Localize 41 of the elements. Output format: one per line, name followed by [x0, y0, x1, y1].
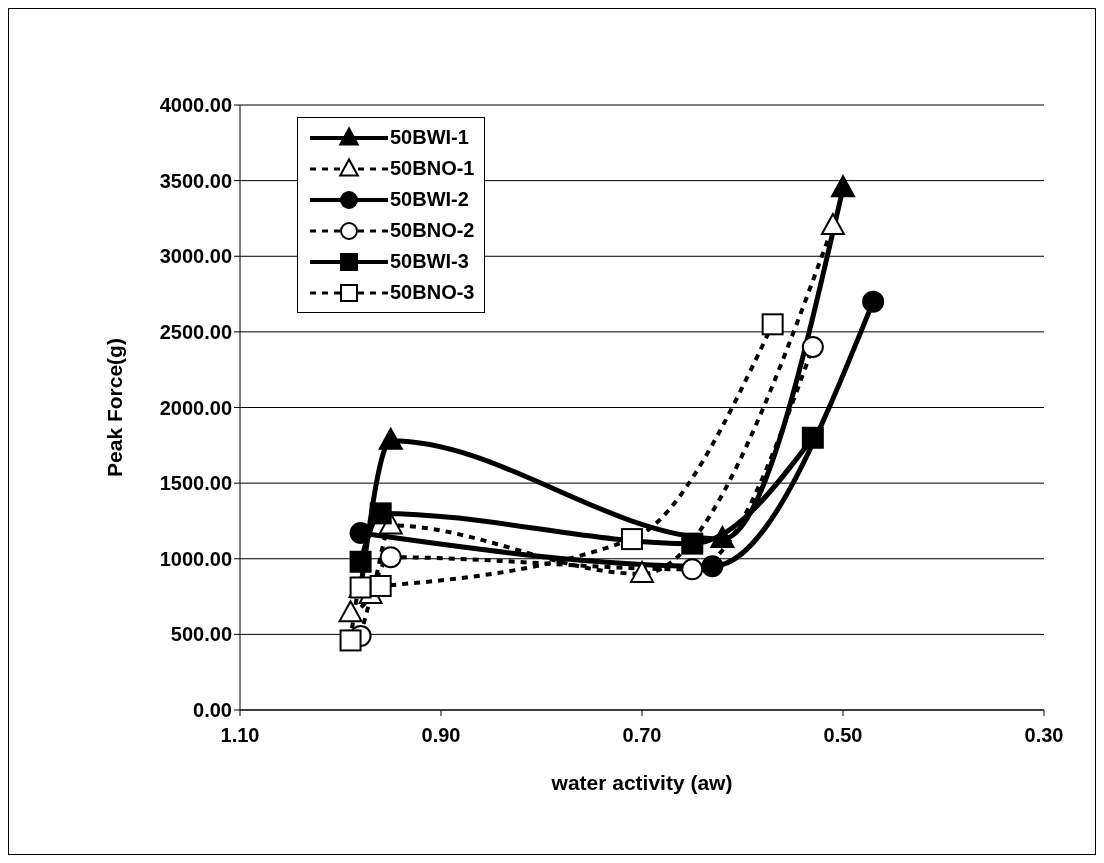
- point: [339, 629, 362, 652]
- y-axis-title: Peak Force(g): [103, 338, 127, 477]
- point: [338, 600, 363, 623]
- y-tick-label: 0.00: [193, 699, 232, 722]
- point: [681, 532, 704, 555]
- point: [349, 550, 372, 573]
- point: [831, 175, 855, 198]
- point: [801, 426, 824, 449]
- point: [369, 574, 392, 597]
- x-axis-title: water activity (aw): [550, 771, 733, 794]
- x-tick-label: 1.10: [220, 724, 260, 747]
- point: [620, 528, 643, 551]
- point: [862, 290, 885, 313]
- y-tick-label: 2500.00: [159, 320, 232, 343]
- legend-label: 50BNO-1: [390, 157, 475, 180]
- legend-label: 50BWI-1: [390, 126, 469, 149]
- point: [681, 558, 704, 581]
- x-tick-label: 0.50: [823, 724, 863, 747]
- point: [761, 313, 784, 336]
- y-tick-label: 1000.00: [159, 547, 232, 570]
- legend-label: 50BNO-3: [390, 281, 475, 304]
- point: [630, 560, 654, 583]
- y-tick-label: 4000.00: [159, 94, 232, 117]
- legend-label: 50BNO-2: [390, 219, 475, 242]
- point: [710, 526, 735, 549]
- y-tick-label: 500.00: [170, 623, 232, 646]
- x-tick-label: 0.30: [1024, 724, 1064, 747]
- x-tick-label: 0.70: [622, 724, 662, 747]
- point: [349, 522, 372, 545]
- point: [369, 502, 392, 525]
- point: [379, 546, 402, 569]
- legend-label: 50BWI-2: [390, 188, 469, 211]
- y-tick-label: 2000.00: [159, 396, 232, 419]
- y-tick-label: 3500.00: [159, 169, 232, 192]
- point: [820, 213, 845, 235]
- x-tick-label: 0.90: [421, 724, 461, 747]
- legend-label: 50BWI-3: [390, 250, 469, 273]
- y-tick-label: 3000.00: [159, 245, 232, 268]
- point: [701, 555, 724, 578]
- y-tick-label: 1500.00: [159, 472, 232, 495]
- point: [378, 427, 403, 450]
